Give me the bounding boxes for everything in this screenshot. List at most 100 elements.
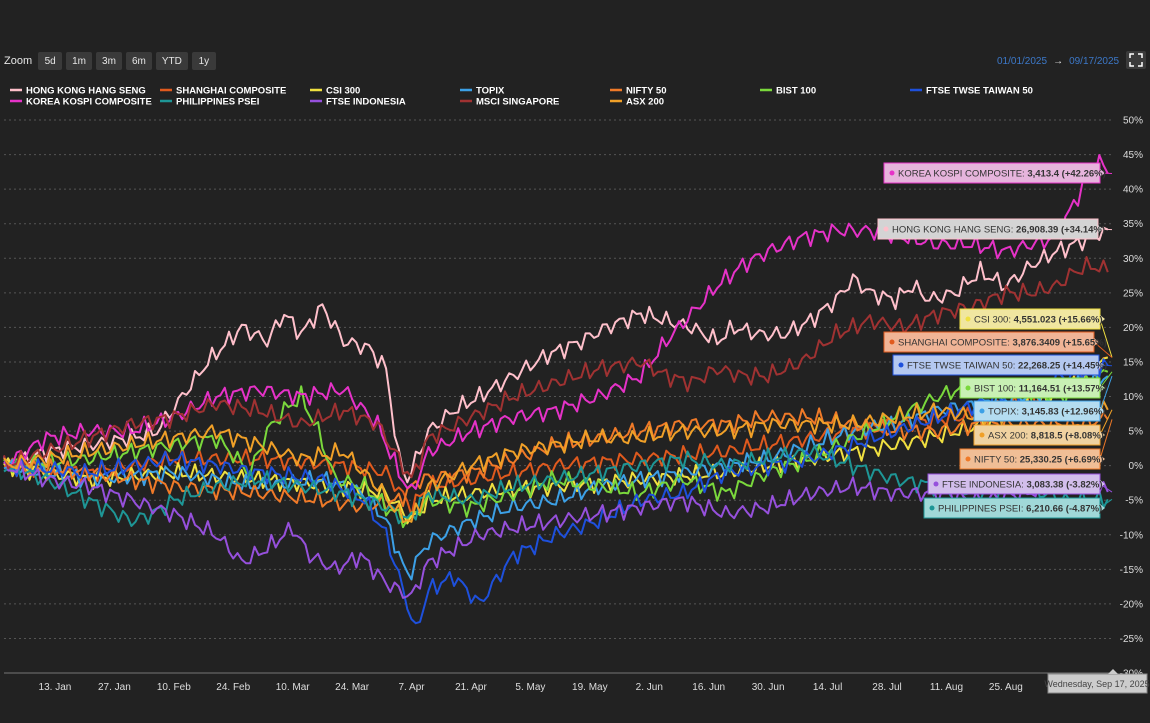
date-tooltip: Wednesday, Sep 17, 2025 [1044, 669, 1150, 694]
series-end-label: PHILIPPINES PSEI: 6,210.66 (-4.87%) [923, 497, 1113, 519]
label-text: PHILIPPINES PSEI: 6,210.66 (-4.87%) [938, 504, 1102, 515]
series-line[interactable] [3, 226, 1109, 484]
label-dot [898, 362, 904, 368]
label-series-name: HONG KONG HANG SENG: [892, 225, 1016, 236]
label-series-value: 6,210.66 (-4.87%) [1026, 504, 1102, 515]
series-line[interactable] [3, 358, 1109, 625]
y-tick-label: 25% [1123, 288, 1143, 299]
label-series-value: 8,818.5 (+8.08%) [1031, 431, 1104, 442]
legend-item[interactable]: KOREA KOSPI COMPOSITE [10, 97, 152, 108]
zoom-6m-button[interactable]: 6m [125, 52, 152, 70]
legend-label: FTSE TWSE TAIWAN 50 [926, 86, 1033, 97]
x-tick-label: 30. Jun [752, 682, 785, 693]
legend-item[interactable]: SHANGHAI COMPOSITE [160, 86, 286, 97]
y-tick-label: 15% [1123, 357, 1143, 368]
series-line[interactable] [3, 456, 1109, 599]
y-axis-ticks: 50% 45% 40% 35% 30% 25% 20% 15% 10% 5% 0% -5% -10% -1… [1120, 116, 1143, 680]
label-pointer [1100, 431, 1105, 439]
label-series-name: FTSE INDONESIA: [942, 480, 1026, 491]
y-tick-label: -10% [1120, 530, 1143, 541]
y-tick-label: 45% [1123, 150, 1143, 161]
legend-item[interactable]: ASX 200 [610, 97, 664, 108]
label-series-value: 3,876.3409 (+15.65%) [1013, 338, 1107, 349]
legend-item[interactable]: CSI 300 [310, 86, 360, 97]
x-tick-label: 27. Jan [98, 682, 131, 693]
tooltip-date: Wednesday, Sep 17, 2025 [1044, 679, 1149, 689]
label-series-value: 25,330.25 (+6.69%) [1020, 455, 1104, 466]
label-dot [929, 505, 935, 511]
legend-label: BIST 100 [776, 86, 816, 97]
end-labels: KOREA KOSPI COMPOSITE: 3,413.4 (+42.26%)… [877, 162, 1113, 519]
date-from-input[interactable]: 01/01/2025 [997, 56, 1048, 67]
series-line[interactable] [3, 370, 1109, 581]
series-end-label: TOPIX: 3,145.83 (+12.96%) [973, 375, 1113, 422]
x-tick-label: 5. May [515, 682, 545, 693]
y-tick-label: -20% [1120, 599, 1143, 610]
series-end-label: FTSE TWSE TAIWAN 50: 22,268.25 (+14.45%) [892, 354, 1113, 376]
zoom-3m-button[interactable]: 3m [96, 52, 122, 70]
legend-label: NIFTY 50 [626, 86, 666, 97]
zoom-1m-button[interactable]: 1m [66, 52, 93, 70]
zoom-toolbar: Zoom 5d 1m 3m 6m YTD 1y [4, 52, 216, 70]
y-tick-label: 0% [1129, 461, 1144, 472]
label-connector [1093, 341, 1113, 358]
series-end-label: NIFTY 50: 25,330.25 (+6.69%) [959, 419, 1113, 470]
label-series-name: BIST 100: [974, 384, 1019, 395]
legend-item[interactable]: FTSE TWSE TAIWAN 50 [910, 86, 1033, 97]
fullscreen-icon [1129, 53, 1143, 67]
series-end-label: SHANGHAI COMPOSITE: 3,876.3409 (+15.65%) [883, 331, 1113, 358]
y-tick-label: 10% [1123, 392, 1143, 403]
legend: HONG KONG HANG SENG SHANGHAI COMPOSITE CSI… [10, 86, 1033, 108]
label-series-name: PHILIPPINES PSEI: [938, 504, 1026, 515]
x-tick-label: 25. Aug [989, 682, 1023, 693]
series-end-label: BIST 100: 11,164.51 (+13.57%) [959, 371, 1113, 399]
label-text: SHANGHAI COMPOSITE: 3,876.3409 (+15.65%) [898, 338, 1107, 349]
legend-label: MSCI SINGAPORE [476, 97, 559, 108]
label-series-name: CSI 300: [974, 315, 1014, 326]
series-line[interactable] [3, 256, 1109, 479]
series-lines [3, 154, 1109, 625]
legend-item[interactable]: NIFTY 50 [610, 86, 666, 97]
legend-item[interactable]: TOPIX [460, 86, 505, 97]
legend-item[interactable]: FTSE INDONESIA [310, 97, 406, 108]
label-dot [933, 481, 939, 487]
label-dot [965, 385, 971, 391]
label-text: BIST 100: 11,164.51 (+13.57%) [974, 384, 1107, 395]
legend-item[interactable]: HONG KONG HANG SENG [10, 86, 146, 97]
y-tick-label: -15% [1120, 565, 1143, 576]
x-tick-label: 28. Jul [872, 682, 901, 693]
x-tick-label: 10. Mar [276, 682, 311, 693]
legend-label: KOREA KOSPI COMPOSITE [26, 97, 152, 108]
label-series-value: 3,413.4 (+42.26%) [1027, 169, 1105, 180]
legend-item[interactable]: BIST 100 [760, 86, 816, 97]
x-tick-label: 10. Feb [157, 682, 191, 693]
label-dot [965, 456, 971, 462]
label-pointer [1100, 480, 1105, 488]
series-line[interactable] [3, 154, 1109, 490]
zoom-1y-button[interactable]: 1y [191, 52, 216, 70]
y-tick-label: -25% [1120, 634, 1143, 645]
fullscreen-button[interactable] [1126, 51, 1146, 69]
label-text: CSI 300: 4,551.023 (+15.66%) [974, 315, 1103, 326]
label-series-name: FTSE TWSE TAIWAN 50: [907, 361, 1018, 372]
series-line[interactable] [3, 356, 1108, 517]
series-line[interactable] [3, 444, 1109, 527]
label-connector [1099, 419, 1113, 460]
series-end-label: KOREA KOSPI COMPOSITE: 3,413.4 (+42.26%) [883, 162, 1113, 184]
label-series-value: 22,268.25 (+14.45%) [1018, 361, 1107, 372]
zoom-ytd-button[interactable]: YTD [155, 52, 188, 70]
label-dot [889, 170, 895, 176]
legend-label: FTSE INDONESIA [326, 97, 406, 108]
series-end-label: ASX 200: 8,818.5 (+8.08%) [973, 409, 1113, 446]
label-pointer [1100, 407, 1105, 415]
series-line[interactable] [3, 400, 1109, 524]
legend-label: SHANGHAI COMPOSITE [176, 86, 286, 97]
legend-item[interactable]: MSCI SINGAPORE [460, 97, 559, 108]
legend-item[interactable]: PHILIPPINES PSEI [160, 97, 259, 108]
date-arrow: → [1053, 56, 1064, 67]
zoom-5d-button[interactable]: 5d [38, 52, 63, 70]
date-to-input[interactable]: 09/17/2025 [1069, 56, 1120, 67]
label-dot [883, 226, 889, 232]
label-text: FTSE INDONESIA: 3,083.38 (-3.82%) [942, 480, 1103, 491]
